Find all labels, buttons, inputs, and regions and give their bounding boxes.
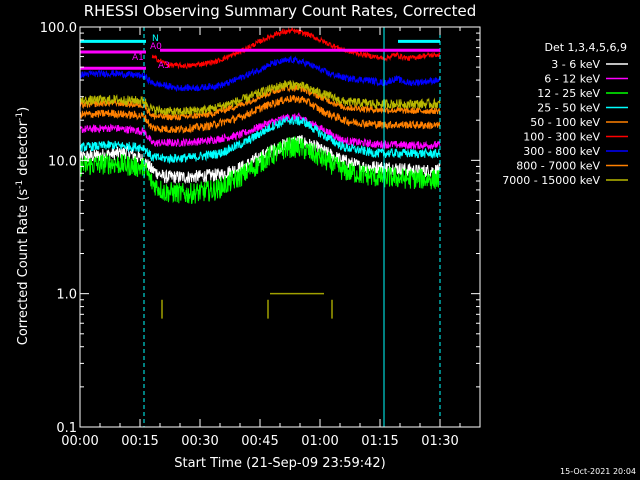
x-tick-label-3: 00:45 (241, 434, 278, 449)
legend-label-2: 12 - 25 keV (537, 87, 600, 100)
series-line-5 (151, 26, 441, 70)
y-axis-label-main: Corrected Count Rate (s (16, 189, 31, 346)
legend-label-5: 100 - 300 keV (523, 131, 600, 144)
series-line-0 (79, 134, 441, 185)
legend-label-0: 3 - 6 keV (551, 58, 600, 71)
y-axis-label-mid: detector (16, 120, 31, 180)
legend-label-1: 6 - 12 keV (544, 73, 600, 86)
series-line-2 (79, 135, 441, 205)
series-layer (79, 26, 441, 205)
axes-layer: 00:00 00:15 00:30 00:45 01:00 01:15 01:30 100.0… (40, 21, 481, 449)
annotation-n: N (152, 34, 159, 44)
series-line-4 (79, 94, 441, 134)
plot-frame (79, 26, 481, 428)
y-axis-label-sup1: -1 (15, 180, 25, 189)
legend-label-3: 25 - 50 keV (537, 102, 600, 115)
annotation-a3: A3 (158, 61, 170, 71)
x-tick-label-4: 01:00 (301, 434, 338, 449)
y-tick-label-2: 1.0 (56, 288, 77, 303)
x-tick-label-6: 01:30 (421, 434, 458, 449)
legend-label-4: 50 - 100 keV (530, 116, 600, 129)
legend-label-6: 300 - 800 keV (523, 145, 600, 158)
x-axis-label: Start Time (21-Sep-09 23:59:42) (174, 456, 385, 471)
series-line-8 (79, 79, 441, 117)
series-line-6 (79, 55, 441, 92)
y-tick-label-0: 100.0 (40, 21, 77, 36)
annotation-a1: A1 (132, 53, 144, 63)
footer-date: 15-Oct-2021 20:04 (560, 467, 636, 476)
chart-title: RHESSI Observing Summary Count Rates, Co… (84, 2, 477, 20)
y-tick-label-1: 10.0 (48, 154, 77, 169)
legend-label-7: 800 - 7000 keV (516, 160, 600, 173)
series-line-3 (79, 115, 441, 165)
y-axis-label-sup2: -1 (15, 112, 25, 121)
x-tick-label-1: 00:15 (121, 434, 158, 449)
y-tick-label-3: 0.1 (56, 421, 77, 436)
x-tick-label-0: 00:00 (61, 434, 98, 449)
x-tick-label-2: 00:30 (181, 434, 218, 449)
legend-title: Det 1,3,4,5,6,9 (544, 41, 627, 54)
annotation-a0: A0 (150, 42, 162, 52)
chart-title-group: RHESSI Observing Summary Count Rates, Co… (84, 2, 477, 20)
legend-label-8: 7000 - 15000 keV (502, 174, 600, 187)
y-axis-label: Corrected Count Rate (s-1 detector-1) (15, 107, 31, 345)
x-tick-label-5: 01:15 (361, 434, 398, 449)
overlay-layer: NA0 A1 A3 (79, 27, 441, 427)
y-axis-label-end: ) (16, 107, 31, 112)
series-line-1 (79, 112, 441, 151)
